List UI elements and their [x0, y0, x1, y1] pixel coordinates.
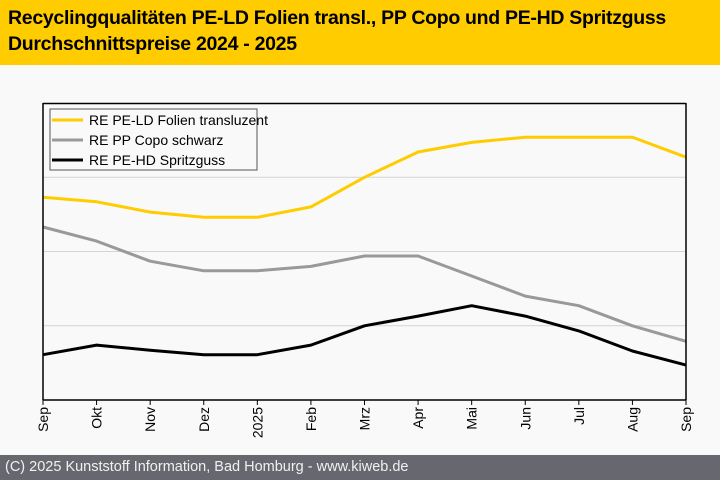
chart-title: Recyclingqualitäten PE-LD Folien transl.… [8, 7, 666, 29]
legend-label-2: RE PP Copo schwarz [89, 132, 223, 148]
x-tick-label: Jul [571, 407, 587, 425]
footer: (C) 2025 Kunststoff Information, Bad Hom… [0, 455, 720, 480]
x-tick-label: 2025 [249, 407, 265, 438]
x-tick-label: Sep [678, 407, 694, 432]
x-tick-label: Mrz [357, 407, 373, 430]
legend-label-3: RE PE-HD Spritzguss [89, 152, 225, 168]
x-tick-label: Dez [196, 407, 212, 432]
series-line-2 [42, 225, 687, 343]
series-lines [42, 135, 687, 367]
x-tick-label: Okt [89, 407, 105, 429]
x-tick-label: Apr [410, 407, 426, 429]
x-tick-label: Nov [142, 407, 158, 432]
legend-label-1: RE PE-LD Folien transluzent [89, 112, 268, 128]
chart-header: Recyclingqualitäten PE-LD Folien transl.… [0, 0, 720, 65]
copyright-text: (C) 2025 Kunststoff Information, Bad Hom… [5, 459, 409, 475]
x-tick-label: Feb [303, 407, 319, 431]
x-tick-label: Jun [517, 407, 533, 430]
series-line-1 [42, 135, 687, 219]
x-tick-label: Sep [35, 407, 51, 432]
chart-subtitle: Durchschnittspreise 2024 - 2025 [8, 33, 297, 55]
legend: RE PE-LD Folien transluzent RE PP Copo sc… [49, 108, 268, 171]
series-line-3 [42, 304, 687, 367]
x-tick-label: Aug [624, 407, 640, 432]
legend-box [49, 108, 258, 171]
x-tick-label: Mai [464, 407, 480, 430]
x-axis-ticks: Sep Okt Nov Dez 2025 Feb Mrz Apr Mai Jun Jul Aug Sep [35, 400, 694, 438]
